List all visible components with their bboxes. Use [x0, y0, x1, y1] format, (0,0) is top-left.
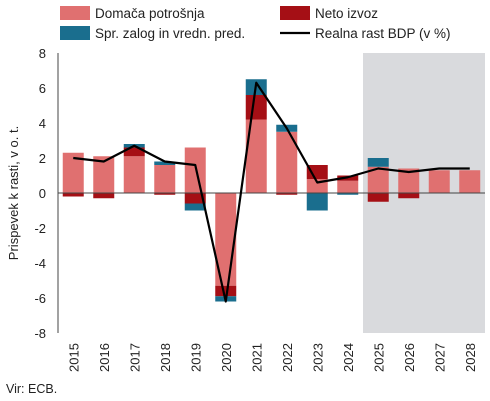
legend-label-inventories: Spr. zalog in vredn. pred. [95, 26, 245, 41]
bar-domestic-2017 [123, 156, 145, 193]
x-tick-label: 2019 [188, 343, 203, 372]
x-tick-label: 2015 [66, 343, 81, 372]
bar-inventories-2023 [306, 193, 328, 211]
bar-inventories-2019 [184, 203, 206, 211]
bar-net-exports-2017 [123, 147, 145, 157]
x-tick-label: 2025 [371, 343, 386, 372]
bar-domestic-2024 [337, 180, 359, 193]
legend-label-net-exports: Neto izvoz [315, 6, 378, 21]
y-axis-title: Prispevek k rasti, v o. t. [6, 126, 21, 260]
legend-label-gdp: Realna rast BDP (v %) [315, 26, 451, 41]
bar-inventories-2024 [337, 193, 359, 195]
bar-net-exports-2019 [184, 193, 206, 204]
x-tick-label: 2027 [432, 343, 447, 372]
x-tick-label: 2017 [127, 343, 142, 372]
bar-domestic-2018 [154, 165, 176, 193]
legend-swatch-domestic [60, 6, 90, 20]
bar-net-exports-2026 [398, 193, 420, 199]
bar-net-exports-2025 [367, 193, 389, 202]
bar-net-exports-2018 [154, 193, 176, 195]
gdp-growth-line [73, 81, 470, 303]
bar-domestic-2015 [62, 152, 84, 193]
x-tick-label: 2026 [402, 343, 417, 372]
bar-domestic-2027 [428, 170, 450, 193]
bar-net-exports-2022 [276, 193, 298, 195]
legend-label-domestic: Domača potrošnja [95, 6, 205, 21]
bar-domestic-2021 [245, 119, 267, 193]
bar-domestic-2026 [398, 168, 420, 193]
y-tick-label: -2 [34, 221, 46, 236]
source-note: Vir: ECB. [6, 382, 57, 396]
y-tick-label: -8 [34, 326, 46, 341]
bar-inventories-2018 [154, 161, 176, 165]
y-tick-label: -4 [34, 256, 46, 271]
x-tick-label: 2016 [97, 343, 112, 372]
y-tick-label: 0 [39, 186, 46, 201]
legend-swatch-inventories [60, 26, 90, 40]
bar-net-exports-2020 [215, 285, 237, 297]
x-tick-label: 2024 [341, 343, 356, 372]
bar-domestic-2022 [276, 131, 298, 193]
y-tick-labels: -8 -6 -4 -2 0 2 4 6 8 [34, 46, 46, 341]
bar-domestic-2016 [93, 156, 115, 193]
x-tick-label: 2018 [158, 343, 173, 372]
bars-layer [62, 79, 481, 302]
y-tick-label: 4 [39, 116, 46, 131]
x-tick-label: 2020 [219, 343, 234, 372]
bar-domestic-2019 [184, 147, 206, 193]
x-tick-labels: 2015 2016 2017 2018 2019 2020 2021 2022 2023 2024… [66, 343, 478, 372]
bar-net-exports-2016 [93, 193, 115, 199]
x-tick-label: 2021 [249, 343, 264, 372]
y-tick-label: -6 [34, 291, 46, 306]
x-tick-label: 2028 [463, 343, 478, 372]
legend: Domača potrošnja Neto izvoz Spr. zalog i… [60, 6, 451, 41]
bar-domestic-2025 [367, 166, 389, 193]
y-tick-label: 2 [39, 151, 46, 166]
x-tick-label: 2023 [310, 343, 325, 372]
y-tick-label: 8 [39, 46, 46, 61]
bar-net-exports-2023 [306, 165, 328, 179]
y-tick-label: 6 [39, 81, 46, 96]
bar-net-exports-2015 [62, 193, 84, 197]
bar-domestic-2028 [459, 170, 481, 193]
bar-net-exports-2021 [245, 95, 267, 120]
legend-swatch-net-exports [280, 6, 310, 20]
bar-inventories-2025 [367, 158, 389, 167]
x-tick-label: 2022 [280, 343, 295, 372]
